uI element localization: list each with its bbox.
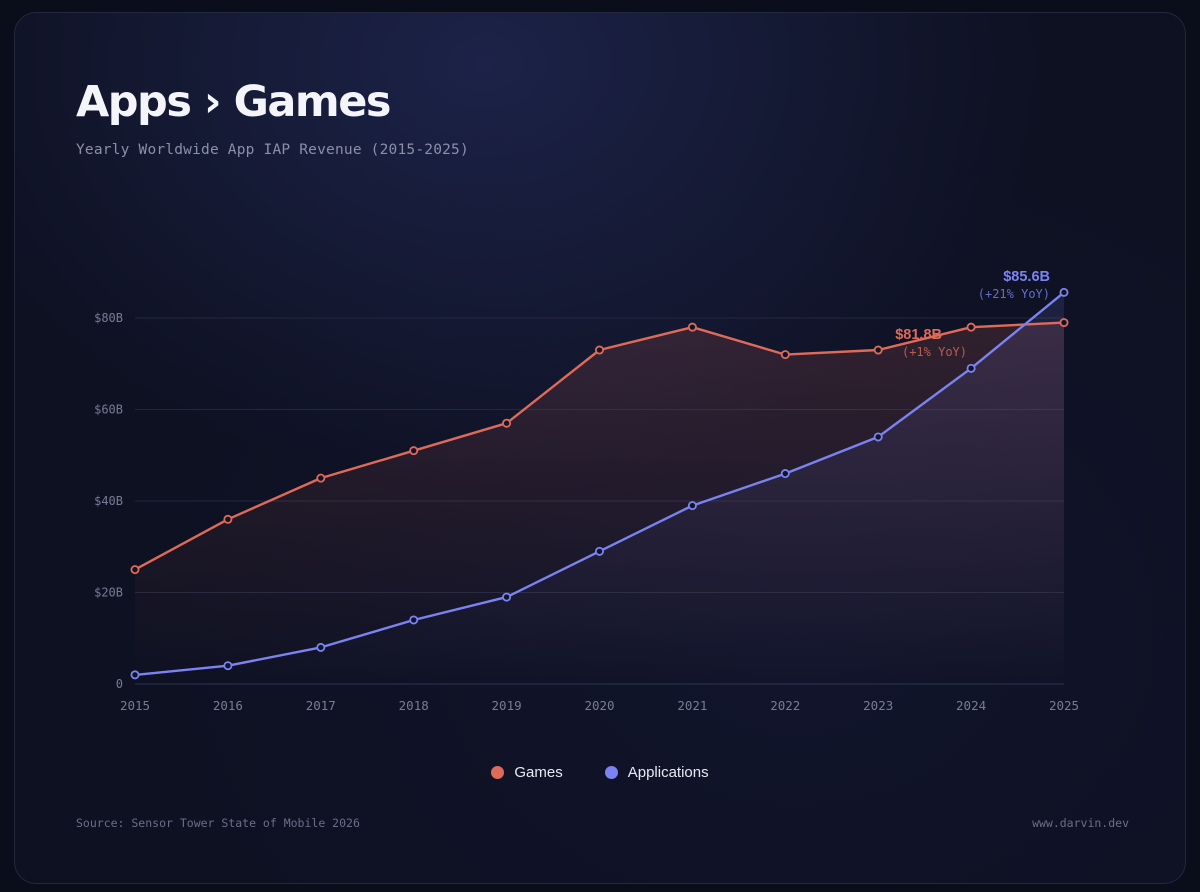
chart-card: Apps › Games Yearly Worldwide App IAP Re… [14, 12, 1186, 884]
annotation-value-games: $81.8B [895, 327, 942, 343]
x-tick-label: 2017 [306, 698, 336, 713]
data-point-applications [966, 363, 976, 373]
x-tick-label: 2019 [492, 698, 522, 713]
data-point-applications [687, 501, 697, 511]
data-point-applications [595, 546, 605, 556]
annotation-change-games: (+1% YoY) [902, 345, 967, 359]
data-point-applications [873, 432, 883, 442]
y-tick-label: 0 [116, 677, 123, 691]
data-point-games [1059, 318, 1069, 328]
data-point-games [223, 514, 233, 524]
x-tick-label: 2023 [863, 698, 893, 713]
data-point-applications [223, 661, 233, 671]
data-point-applications [1059, 287, 1069, 297]
y-tick-label: $80B [94, 311, 123, 325]
line-chart: 0 $20B $40B $60B $80B 2015 2016 2017 2018 2019 202… [94, 269, 1079, 713]
data-point-games [502, 418, 512, 428]
chart-title: Apps › Games [76, 77, 391, 127]
series-points-games [130, 318, 1069, 575]
annotation-change-applications: (+21% YoY) [978, 287, 1050, 301]
y-tick-label: $20B [94, 586, 123, 600]
legend-swatch-games [491, 766, 505, 779]
x-tick-label: 2016 [213, 698, 243, 713]
data-point-games [780, 350, 790, 360]
data-point-games [130, 565, 140, 575]
chart-legend: Games Applications [15, 764, 1185, 781]
annotation-value-applications: $85.6B [1003, 269, 1050, 285]
data-point-applications [502, 592, 512, 602]
data-point-games [409, 446, 419, 456]
area-applications [135, 292, 1064, 684]
data-point-games [687, 322, 697, 332]
data-point-applications [409, 615, 419, 625]
source-note: Source: Sensor Tower State of Mobile 202… [76, 816, 360, 830]
x-tick-label: 2020 [584, 698, 614, 713]
x-tick-label: 2021 [677, 698, 707, 713]
data-point-games [873, 345, 883, 355]
data-point-applications [780, 469, 790, 479]
x-tick-label: 2025 [1049, 698, 1079, 713]
legend-swatch-applications [604, 766, 618, 779]
x-tick-label: 2015 [120, 698, 150, 713]
data-point-applications [130, 670, 140, 680]
data-point-games [595, 345, 605, 355]
data-point-games [966, 322, 976, 332]
y-tick-label: $60B [94, 403, 123, 417]
x-axis: 2015 2016 2017 2018 2019 2020 2021 2022 2023 2024… [120, 698, 1079, 713]
x-tick-label: 2018 [399, 698, 429, 713]
x-tick-label: 2024 [956, 698, 986, 713]
y-tick-label: $40B [94, 494, 123, 508]
legend-label-applications: Applications [627, 764, 709, 781]
data-point-games [316, 473, 326, 483]
chart-subtitle: Yearly Worldwide App IAP Revenue (2015-2… [76, 142, 469, 158]
legend-label-games: Games [514, 764, 563, 781]
legend-item-games: Games [491, 764, 563, 781]
legend-item-applications: Applications [604, 764, 709, 781]
x-tick-label: 2022 [770, 698, 800, 713]
data-point-applications [316, 642, 326, 652]
series-points-applications [130, 287, 1069, 680]
website-link[interactable]: www.darvin.dev [1032, 816, 1129, 830]
